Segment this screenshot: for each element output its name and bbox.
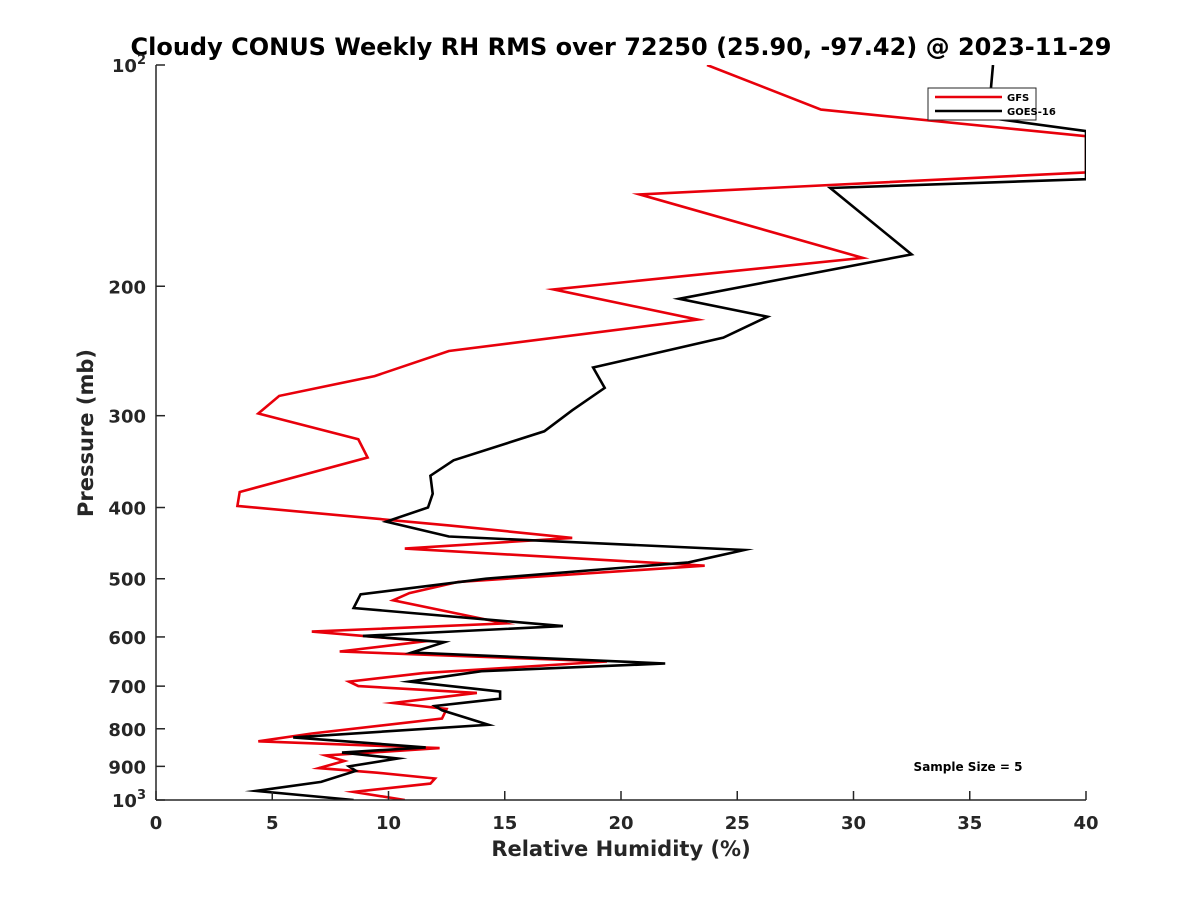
y-tick-label: 200 (108, 277, 146, 298)
x-tick-label: 35 (957, 813, 982, 834)
y-tick-label: 400 (108, 499, 146, 520)
series-line-gfs (235, 65, 1086, 800)
x-tick-label: 10 (376, 813, 401, 834)
legend-label-goes16: GOES-16 (1007, 107, 1056, 118)
axes: 0 5 10 15 20 25 30 35 40 102 200 300 400 500 600 700 800… (108, 53, 1098, 834)
y-tick-label: 300 (108, 407, 146, 428)
legend-box (927, 87, 1037, 121)
y-tick-label: 800 (108, 720, 146, 741)
x-tick-label: 5 (266, 813, 279, 834)
x-tick-label: 20 (608, 813, 633, 834)
chart-title: Cloudy CONUS Weekly RH RMS over 72250 (2… (131, 33, 1112, 61)
y-tick-label: 500 (108, 570, 146, 591)
x-tick-label: 40 (1073, 813, 1098, 834)
series-line-goes16 (244, 65, 1086, 800)
y-tick-label: 700 (108, 677, 146, 698)
y-tick-label: 103 (112, 788, 146, 812)
sample-size-annotation: Sample Size = 5 (914, 760, 1023, 774)
legend: GFS GOES-16 (927, 87, 1056, 121)
plot-area (235, 65, 1086, 800)
x-tick-label: 0 (150, 813, 163, 834)
x-tick-label: 30 (841, 813, 866, 834)
x-tick-label: 25 (725, 813, 750, 834)
legend-label-gfs: GFS (1007, 93, 1029, 104)
series-layer (235, 65, 1086, 800)
y-tick-label: 900 (108, 757, 146, 778)
x-axis-label: Relative Humidity (%) (491, 837, 750, 861)
y-axis-label: Pressure (mb) (74, 349, 98, 517)
y-tick-label: 600 (108, 628, 146, 649)
x-tick-label: 15 (492, 813, 517, 834)
y-tick-label: 102 (112, 53, 146, 77)
